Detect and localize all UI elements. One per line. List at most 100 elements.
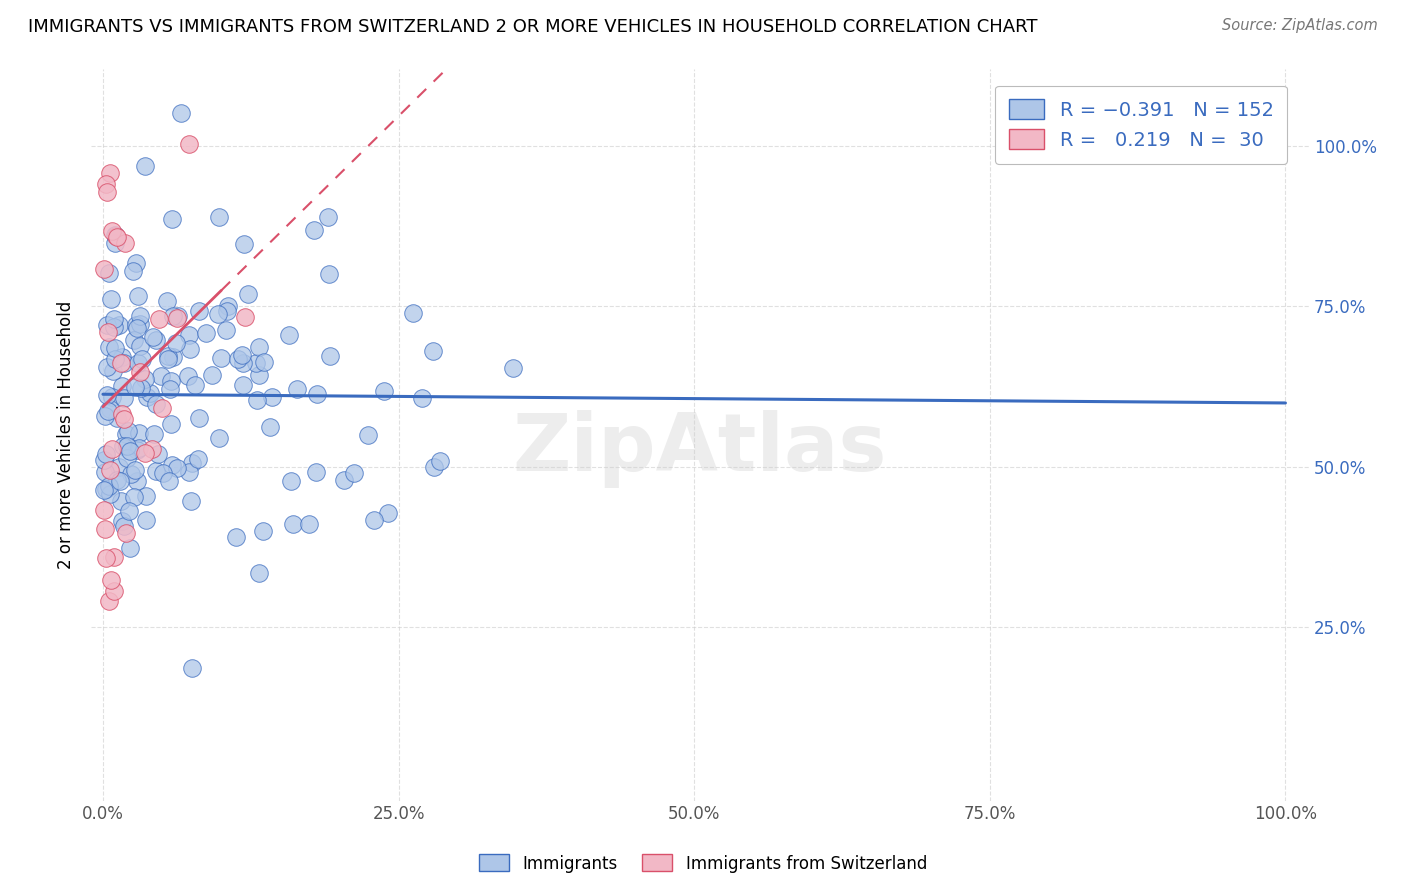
- Point: [145, 464, 167, 478]
- Point: [111, 350, 134, 364]
- Point: [93, 503, 115, 517]
- Point: [103, 584, 125, 599]
- Point: [179, 342, 201, 356]
- Point: [100, 390, 122, 404]
- Point: [93, 522, 115, 536]
- Point: [148, 311, 170, 326]
- Text: IMMIGRANTS VS IMMIGRANTS FROM SWITZERLAND 2 OR MORE VEHICLES IN HOUSEHOLD CORREL: IMMIGRANTS VS IMMIGRANTS FROM SWITZERLAN…: [28, 18, 1038, 36]
- Point: [181, 456, 204, 470]
- Point: [97, 325, 120, 339]
- Point: [115, 439, 138, 453]
- Point: [187, 411, 209, 425]
- Point: [215, 303, 238, 318]
- Point: [111, 378, 134, 392]
- Point: [105, 410, 128, 425]
- Point: [157, 475, 180, 489]
- Point: [120, 467, 142, 481]
- Point: [141, 442, 163, 457]
- Point: [316, 210, 339, 224]
- Point: [114, 236, 136, 251]
- Point: [108, 460, 131, 475]
- Point: [209, 351, 232, 365]
- Point: [162, 458, 184, 472]
- Point: [96, 177, 118, 191]
- Point: [97, 593, 120, 607]
- Text: ZipAtlas: ZipAtlas: [513, 410, 887, 488]
- Point: [145, 333, 167, 347]
- Point: [233, 310, 256, 324]
- Point: [165, 336, 187, 351]
- Point: [112, 518, 135, 533]
- Point: [305, 465, 328, 479]
- Point: [177, 136, 200, 151]
- Point: [377, 507, 399, 521]
- Point: [93, 483, 115, 497]
- Point: [166, 310, 188, 325]
- Point: [318, 267, 340, 281]
- Point: [96, 550, 118, 565]
- Y-axis label: 2 or more Vehicles in Household: 2 or more Vehicles in Household: [58, 301, 75, 569]
- Point: [98, 463, 121, 477]
- Point: [232, 356, 254, 370]
- Point: [231, 377, 253, 392]
- Point: [134, 160, 156, 174]
- Point: [238, 287, 260, 301]
- Point: [429, 454, 451, 468]
- Point: [104, 341, 127, 355]
- Point: [111, 439, 134, 453]
- Point: [118, 504, 141, 518]
- Point: [150, 401, 173, 415]
- Point: [307, 387, 329, 401]
- Point: [194, 326, 217, 341]
- Point: [120, 444, 142, 458]
- Point: [184, 378, 207, 392]
- Point: [145, 397, 167, 411]
- Point: [149, 368, 172, 383]
- Point: [207, 307, 229, 321]
- Point: [217, 299, 239, 313]
- Point: [104, 351, 127, 366]
- Point: [103, 550, 125, 565]
- Point: [111, 408, 134, 422]
- Legend: Immigrants, Immigrants from Switzerland: Immigrants, Immigrants from Switzerland: [472, 847, 934, 880]
- Point: [94, 447, 117, 461]
- Point: [108, 318, 131, 332]
- Point: [146, 447, 169, 461]
- Point: [179, 327, 201, 342]
- Point: [159, 382, 181, 396]
- Point: [181, 661, 204, 675]
- Point: [283, 517, 305, 532]
- Point: [134, 446, 156, 460]
- Point: [124, 463, 146, 477]
- Point: [101, 224, 124, 238]
- Point: [502, 360, 524, 375]
- Point: [94, 466, 117, 480]
- Point: [104, 236, 127, 251]
- Point: [96, 388, 118, 402]
- Point: [105, 229, 128, 244]
- Point: [231, 348, 253, 362]
- Point: [100, 574, 122, 588]
- Point: [101, 364, 124, 378]
- Point: [97, 404, 120, 418]
- Point: [103, 312, 125, 326]
- Point: [187, 452, 209, 467]
- Point: [98, 401, 121, 416]
- Point: [129, 365, 152, 379]
- Point: [105, 474, 128, 488]
- Point: [247, 340, 270, 354]
- Point: [114, 526, 136, 541]
- Point: [136, 390, 159, 404]
- Point: [160, 374, 183, 388]
- Point: [112, 356, 135, 370]
- Point: [122, 333, 145, 347]
- Point: [208, 431, 231, 445]
- Point: [122, 264, 145, 278]
- Point: [422, 344, 444, 359]
- Point: [114, 426, 136, 441]
- Point: [260, 390, 283, 404]
- Point: [94, 409, 117, 424]
- Point: [96, 483, 118, 497]
- Point: [122, 490, 145, 504]
- Point: [112, 412, 135, 426]
